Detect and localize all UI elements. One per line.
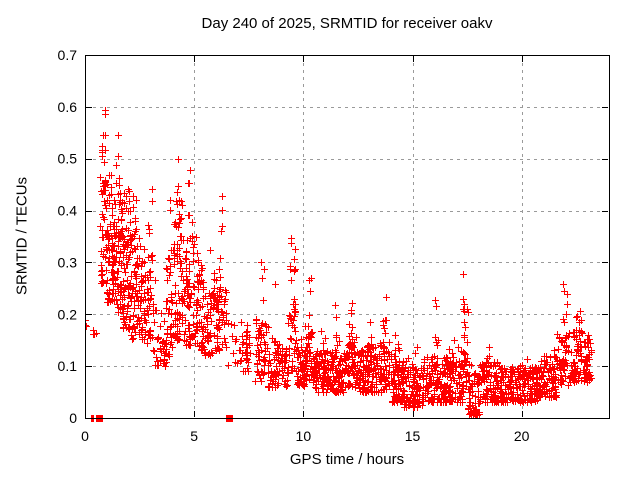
x-tick-label: 15 — [405, 428, 421, 444]
x-tick-label: 5 — [190, 428, 198, 444]
x-tick-label: 10 — [296, 428, 312, 444]
x-tick-label: 0 — [81, 428, 89, 444]
y-tick-label: 0 — [69, 410, 77, 426]
tick-labels: 0 0.1 0.2 0.3 0.4 0.5 0.6 0.7 0 5 10 15 20 — [58, 47, 530, 444]
y-tick-label: 0.4 — [58, 203, 78, 219]
plot-border — [85, 55, 610, 419]
y-tick-label: 0.7 — [58, 47, 78, 63]
tick-marks — [85, 55, 608, 419]
y-tick-label: 0.3 — [58, 254, 78, 270]
y-tick-label: 0.1 — [58, 358, 78, 374]
y-tick-label: 0.2 — [58, 306, 78, 322]
x-tick-label: 20 — [514, 428, 530, 444]
chart-title: Day 240 of 2025, SRMTID for receiver oak… — [201, 15, 493, 32]
y-tick-label: 0.6 — [58, 99, 78, 115]
y-tick-label: 0.5 — [58, 151, 78, 167]
x-axis-label: GPS time / hours — [289, 451, 405, 468]
